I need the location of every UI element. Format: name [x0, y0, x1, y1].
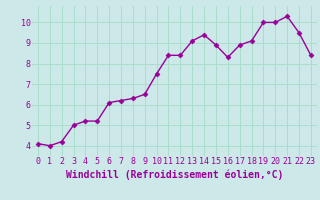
- X-axis label: Windchill (Refroidissement éolien,°C): Windchill (Refroidissement éolien,°C): [66, 169, 283, 180]
